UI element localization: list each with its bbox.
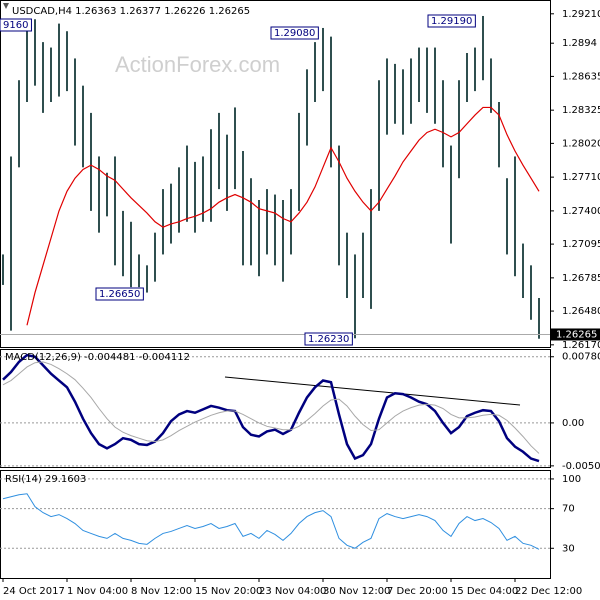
panel-title: USDCAD,H4 1.26363 1.26377 1.26226 1.2626… — [12, 6, 250, 17]
y-tick-label: 70 — [562, 504, 575, 515]
x-tick-label: 15 Dec 04:00 — [451, 586, 518, 597]
price-annotation: 9160 — [3, 20, 28, 31]
panel-title: MACD(12,26,9) -0.004481 -0.004112 — [5, 352, 190, 363]
y-tick-label: 1.28635 — [562, 71, 600, 82]
y-tick-label: 1.27400 — [562, 206, 600, 217]
price-annotation: 1.26230 — [308, 334, 349, 345]
y-tick-label: 1.26480 — [562, 306, 600, 317]
price-annotation: 1.26650 — [99, 289, 140, 300]
title-icon — [3, 3, 9, 9]
annotation-box — [304, 332, 353, 346]
price-annotation: 1.29190 — [431, 16, 472, 27]
x-tick-label: 8 Nov 12:00 — [131, 586, 192, 597]
x-tick-label: 24 Oct 2017 — [3, 586, 65, 597]
y-tick-label: 1.26785 — [562, 273, 600, 284]
trend-line — [224, 376, 521, 406]
indicator-line — [2, 353, 540, 463]
y-tick-label: 100 — [562, 474, 581, 485]
annotation-box — [270, 26, 319, 40]
indicator-line — [2, 493, 540, 550]
annotation-box — [95, 287, 144, 301]
panel-title: RSI(14) 29.1603 — [5, 474, 86, 485]
y-tick-label: 1.28325 — [562, 105, 600, 116]
macd-panel-frame — [0, 349, 551, 468]
x-tick-label: 30 Nov 12:00 — [323, 586, 390, 597]
x-tick-label: 7 Dec 20:00 — [387, 586, 448, 597]
price-annotation: 1.29080 — [274, 28, 315, 39]
y-tick-label: 1.27710 — [562, 172, 600, 183]
x-tick-label: 1 Nov 04:00 — [67, 586, 128, 597]
watermark: ActionForex.com — [115, 52, 280, 77]
last-price-label: 1.26265 — [556, 329, 597, 340]
y-tick-label: 0.007805 — [562, 352, 600, 363]
y-tick-label: 1.26170 — [562, 340, 600, 351]
y-tick-label: 1.28020 — [562, 138, 600, 149]
annotation-box — [427, 14, 476, 28]
y-tick-label: 1.29210 — [562, 9, 600, 20]
annotation-box — [0, 18, 32, 32]
indicator-line — [2, 361, 540, 454]
y-tick-label: 0.00 — [562, 418, 584, 429]
last-price-box — [551, 328, 600, 341]
x-tick-label: 15 Nov 20:00 — [195, 586, 262, 597]
y-tick-label: 30 — [562, 543, 575, 554]
x-tick-label: 23 Nov 04:00 — [259, 586, 326, 597]
rsi-panel-frame — [0, 470, 551, 579]
x-tick-label: 22 Dec 12:00 — [515, 586, 582, 597]
moving-average — [26, 106, 540, 326]
y-tick-label: 1.2894 — [562, 38, 597, 49]
y-tick-label: -0.005066 — [562, 461, 600, 472]
price-panel-frame — [0, 0, 551, 348]
y-tick-label: 1.27095 — [562, 239, 600, 250]
